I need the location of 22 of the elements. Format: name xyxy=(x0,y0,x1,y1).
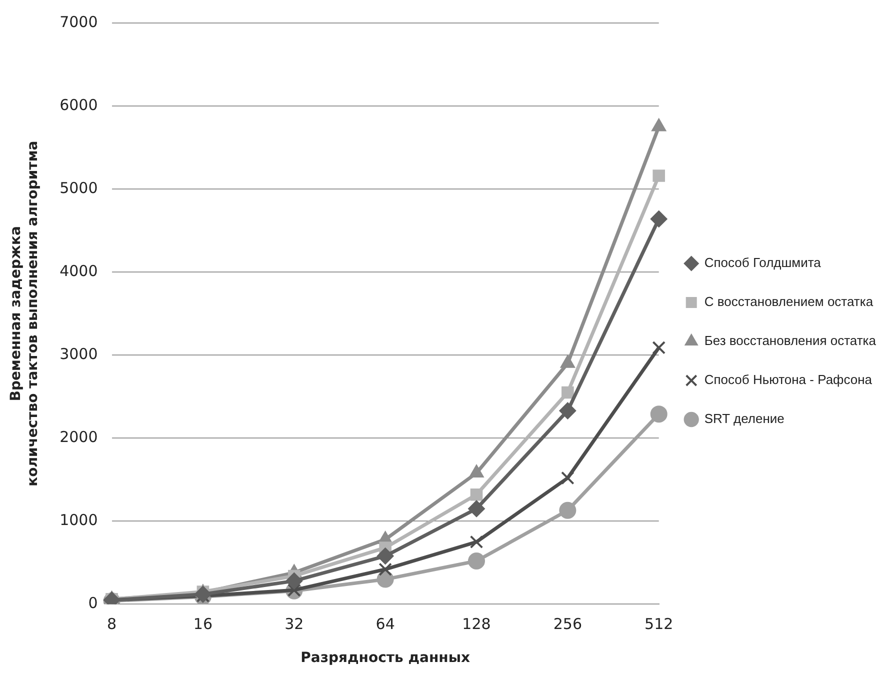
y-tick-label: 2000 xyxy=(60,428,98,446)
y-axis-title: Временная задержка количество тактов выполнения алгоритма xyxy=(8,140,41,486)
x-tick-label: 512 xyxy=(644,615,674,634)
x-tick-label: 32 xyxy=(284,615,304,634)
x-tick-label: 256 xyxy=(553,615,582,634)
y-tick-label: 3000 xyxy=(60,345,98,364)
x-tick-label: 8 xyxy=(107,615,117,634)
y-tick-label: 5000 xyxy=(60,178,98,197)
y-tick-label: 1000 xyxy=(60,511,98,530)
legend-label: Без восстановления остатка xyxy=(704,333,877,348)
y-tick-label: 6000 xyxy=(60,96,98,114)
x-tick-label: 64 xyxy=(376,615,395,634)
legend-label: SRT деление xyxy=(704,411,784,426)
legend-label: Способ Голдшмита xyxy=(704,255,822,270)
legend-label: С восстановлением остатка xyxy=(704,294,874,310)
y-tick-label: 4000 xyxy=(60,262,98,280)
y-tick-label: 0 xyxy=(88,594,98,612)
x-tick-label: 16 xyxy=(193,615,212,634)
legend-label: Способ Ньютона - Рафсона xyxy=(704,372,873,388)
x-axis-title: Разрядность данных xyxy=(300,650,470,666)
x-tick-label: 128 xyxy=(462,615,491,634)
y-tick-label: 7000 xyxy=(60,12,98,31)
